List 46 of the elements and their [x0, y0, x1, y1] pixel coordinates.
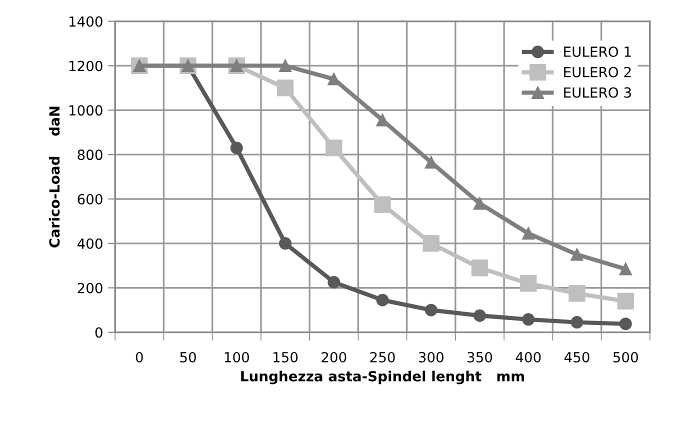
x-tick-label: 0 [136, 352, 143, 362]
y-tick-label: 1000 [69, 105, 102, 116]
point [279, 237, 292, 250]
point [568, 285, 586, 302]
legend-label: EULERO 1 [564, 46, 631, 57]
y-tick-label: 600 [78, 194, 102, 204]
point [230, 142, 243, 154]
y-tick-label: 400 [77, 238, 102, 249]
x-tick-label: 400 [516, 352, 541, 362]
x-tick-label: 500 [613, 352, 638, 362]
point [619, 262, 632, 276]
x-tick-label: 200 [322, 352, 346, 362]
x-tick-label: 450 [564, 352, 590, 362]
point [376, 294, 389, 306]
point [326, 140, 342, 156]
y-axis-title: Carico-Load daN [48, 106, 60, 248]
y-tick-label: 1400 [69, 16, 102, 27]
y-tick-label: 800 [78, 150, 102, 160]
point [276, 80, 294, 96]
point [570, 316, 584, 329]
y-tick-label: 200 [78, 282, 102, 294]
legend-label: EULERO 2 [564, 66, 631, 78]
point [328, 276, 340, 289]
x-tick-label: 350 [468, 352, 492, 362]
point [279, 59, 292, 72]
point [619, 318, 632, 330]
x-tick-label: 150 [274, 352, 298, 362]
x-tick-label: 250 [370, 352, 395, 362]
x-axis-title: Lunghezza asta-Spindel lenght mm [241, 370, 524, 384]
point [522, 313, 535, 326]
point [520, 275, 537, 292]
x-tick-label: 100 [224, 352, 249, 362]
point [570, 248, 584, 261]
x-tick-label: 300 [418, 352, 444, 362]
point [473, 309, 486, 322]
point [522, 227, 535, 240]
point [374, 196, 391, 213]
point [424, 304, 438, 316]
point [422, 235, 440, 252]
point [471, 260, 488, 276]
point [617, 292, 634, 310]
y-tick-label: 1200 [69, 60, 102, 72]
legend-label: EULERO 3 [564, 87, 631, 98]
point [473, 197, 486, 210]
y-tick-label: 0 [95, 327, 102, 338]
x-tick-label: 50 [180, 352, 196, 362]
